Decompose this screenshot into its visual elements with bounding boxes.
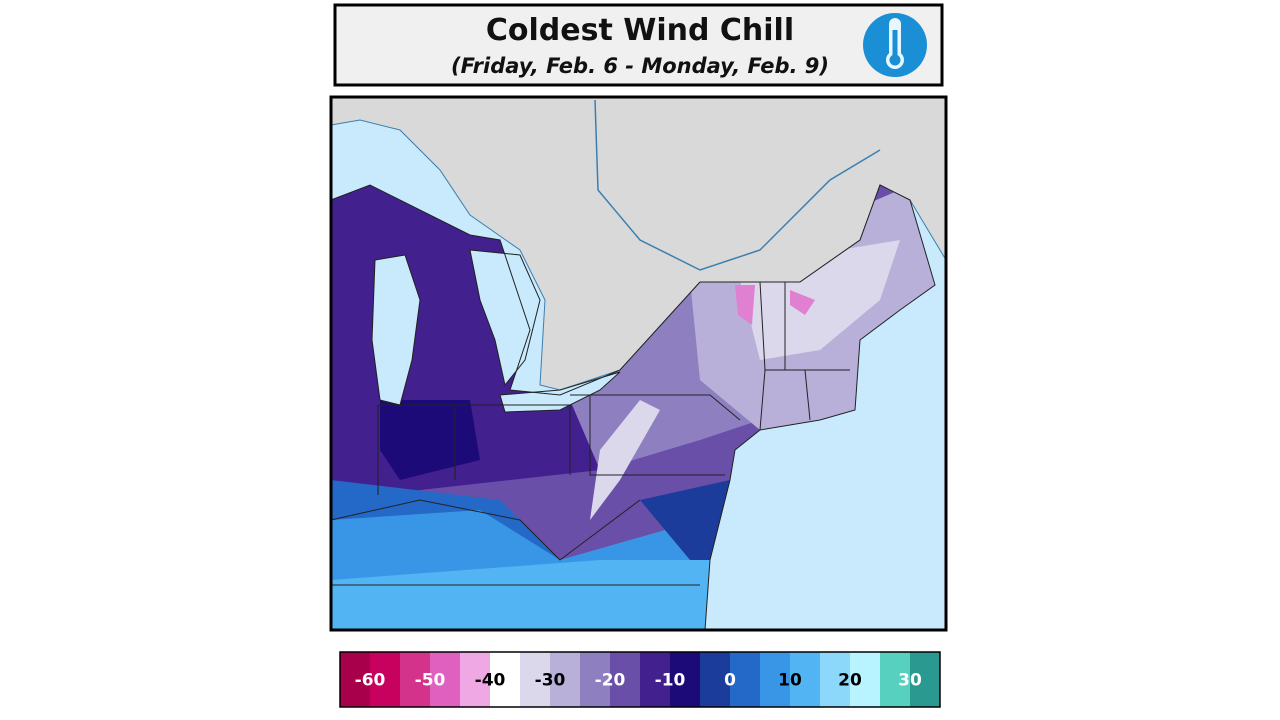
title: Coldest Wind Chill (486, 13, 794, 48)
legend-swatch (610, 652, 641, 707)
legend-swatch (670, 652, 701, 707)
legend-swatch (790, 652, 821, 707)
state-borders (330, 184, 936, 631)
legend-label: -30 (535, 671, 566, 691)
legend-label: -10 (655, 671, 686, 691)
title-box (333, 3, 944, 87)
legend-label: -50 (415, 671, 446, 691)
legend-label: -60 (355, 671, 386, 691)
map-frame (329, 95, 948, 632)
legend-label: -20 (595, 671, 626, 691)
legend-swatch (370, 652, 401, 707)
legend-swatch (760, 652, 791, 707)
legend-swatch (910, 652, 941, 707)
legend-swatch (730, 652, 761, 707)
legend-label: 10 (778, 671, 802, 691)
legend-swatch (550, 652, 581, 707)
map (329, 95, 948, 632)
legend-frame (339, 651, 941, 708)
thermometer-icon (863, 13, 927, 77)
legend-swatch (490, 652, 521, 707)
legend: -60 -50 -40 -30 -20 -10 0 10 20 30 (340, 652, 941, 707)
legend-swatch (400, 652, 431, 707)
river (594, 99, 881, 271)
legend-swatch (340, 652, 371, 707)
legend-swatch (580, 652, 611, 707)
legend-label: 0 (724, 671, 736, 691)
legend-swatch (520, 652, 551, 707)
legend-swatch (460, 652, 491, 707)
subtitle: (Friday, Feb. 6 - Monday, Feb. 9) (451, 54, 829, 78)
lake-michigan (371, 254, 421, 406)
legend-swatch (700, 652, 731, 707)
legend-label: 30 (898, 671, 922, 691)
legend-swatch (640, 652, 671, 707)
legend-swatch (820, 652, 851, 707)
legend-label: -40 (475, 671, 506, 691)
legend-swatch (850, 652, 881, 707)
legend-label: 20 (838, 671, 862, 691)
legend-swatch (880, 652, 911, 707)
legend-swatch (430, 652, 461, 707)
